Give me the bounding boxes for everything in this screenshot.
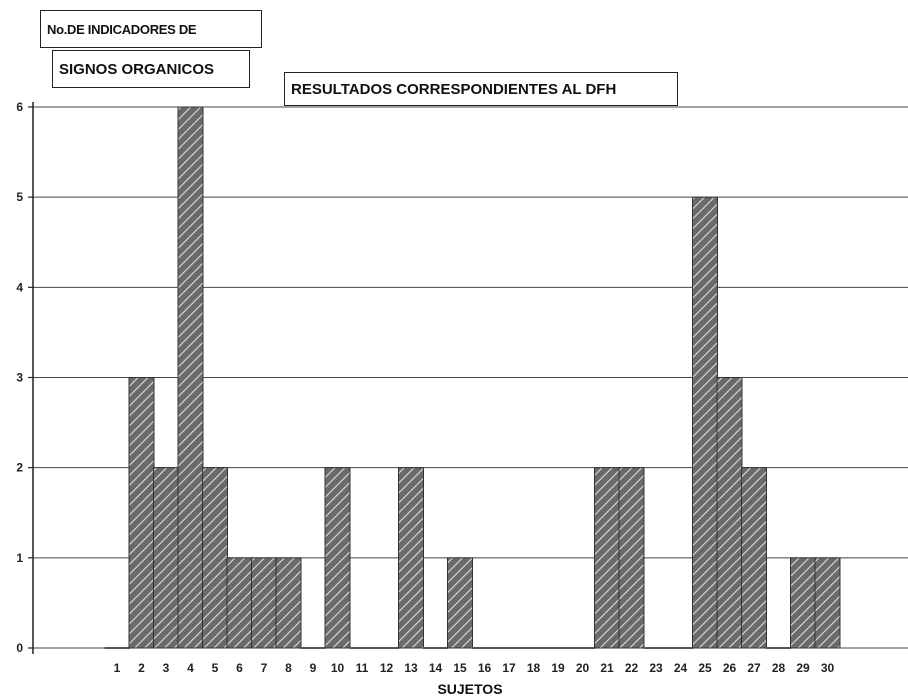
x-tick-label: 26 bbox=[723, 661, 737, 675]
bar-sujeto-29 bbox=[790, 557, 816, 649]
bar-sujeto-4 bbox=[177, 106, 204, 649]
x-tick-label: 28 bbox=[772, 661, 786, 675]
x-tick-label: 5 bbox=[212, 661, 219, 675]
x-tick-label: 25 bbox=[698, 661, 712, 675]
y-tick-label: 4 bbox=[16, 280, 23, 294]
bar-sujeto-26 bbox=[716, 377, 743, 649]
x-tick-label: 29 bbox=[796, 661, 810, 675]
x-tick-label: 17 bbox=[502, 661, 516, 675]
bar-sujeto-3 bbox=[153, 467, 179, 649]
x-tick-label: 10 bbox=[331, 661, 345, 675]
x-tick-label: 1 bbox=[114, 661, 121, 675]
bar-sujeto-25 bbox=[692, 196, 718, 649]
x-tick-label: 11 bbox=[356, 661, 369, 675]
x-tick-label: 14 bbox=[429, 661, 443, 675]
bars bbox=[104, 106, 841, 649]
x-tick-label: 9 bbox=[310, 661, 317, 675]
x-tick-label: 2 bbox=[138, 661, 145, 675]
x-tick-label: 18 bbox=[527, 661, 541, 675]
y-tick-label: 5 bbox=[16, 190, 23, 204]
bar-sujeto-2 bbox=[128, 377, 155, 649]
bar-sujeto-8 bbox=[275, 557, 302, 649]
bar-sujeto-6 bbox=[226, 557, 253, 649]
x-tick-label: 24 bbox=[674, 661, 688, 675]
x-axis-label: SUJETOS bbox=[437, 681, 502, 697]
x-tick-label: 21 bbox=[600, 661, 614, 675]
x-axis-ticks: 1 2 3 4 5 6 7 8 9 10 11 12 13 14 15 16 17 18 19 20 21 22 23 24 2… bbox=[114, 661, 835, 675]
bar-sujeto-30 bbox=[814, 557, 841, 649]
bar-sujeto-10 bbox=[324, 467, 351, 649]
y-axis-label-line2: SIGNOS ORGANICOS bbox=[52, 50, 250, 88]
bar-sujeto-27 bbox=[741, 467, 767, 649]
y-tick-label: 6 bbox=[16, 100, 23, 114]
bar-sujeto-5 bbox=[202, 467, 228, 649]
bar-sujeto-21 bbox=[594, 467, 620, 649]
x-tick-label: 4 bbox=[187, 661, 194, 675]
x-tick-label: 20 bbox=[576, 661, 590, 675]
x-tick-label: 16 bbox=[478, 661, 492, 675]
x-tick-label: 19 bbox=[551, 661, 565, 675]
bar-sujeto-15 bbox=[447, 557, 473, 649]
x-tick-label: 3 bbox=[163, 661, 170, 675]
y-axis: 0 1 2 3 4 5 6 bbox=[16, 100, 34, 655]
x-tick-label: 12 bbox=[380, 661, 394, 675]
chart-title: RESULTADOS CORRESPONDIENTES AL DFH bbox=[284, 72, 678, 106]
x-tick-label: 6 bbox=[236, 661, 243, 675]
y-axis-label-line1: No.DE INDICADORES DE bbox=[40, 10, 262, 48]
x-tick-label: 23 bbox=[649, 661, 663, 675]
y-tick-label: 1 bbox=[16, 551, 23, 565]
bar-sujeto-22 bbox=[618, 467, 645, 649]
y-tick-label: 2 bbox=[16, 461, 23, 475]
x-tick-label: 8 bbox=[285, 661, 292, 675]
x-tick-label: 30 bbox=[821, 661, 835, 675]
bar-sujeto-7 bbox=[251, 557, 277, 649]
x-tick-label: 7 bbox=[261, 661, 268, 675]
x-tick-label: 13 bbox=[404, 661, 418, 675]
x-tick-label: 15 bbox=[453, 661, 467, 675]
x-tick-label: 22 bbox=[625, 661, 639, 675]
y-tick-label: 3 bbox=[16, 371, 23, 385]
bar-sujeto-13 bbox=[398, 467, 424, 649]
x-tick-label: 27 bbox=[747, 661, 761, 675]
y-tick-label: 0 bbox=[16, 641, 23, 655]
